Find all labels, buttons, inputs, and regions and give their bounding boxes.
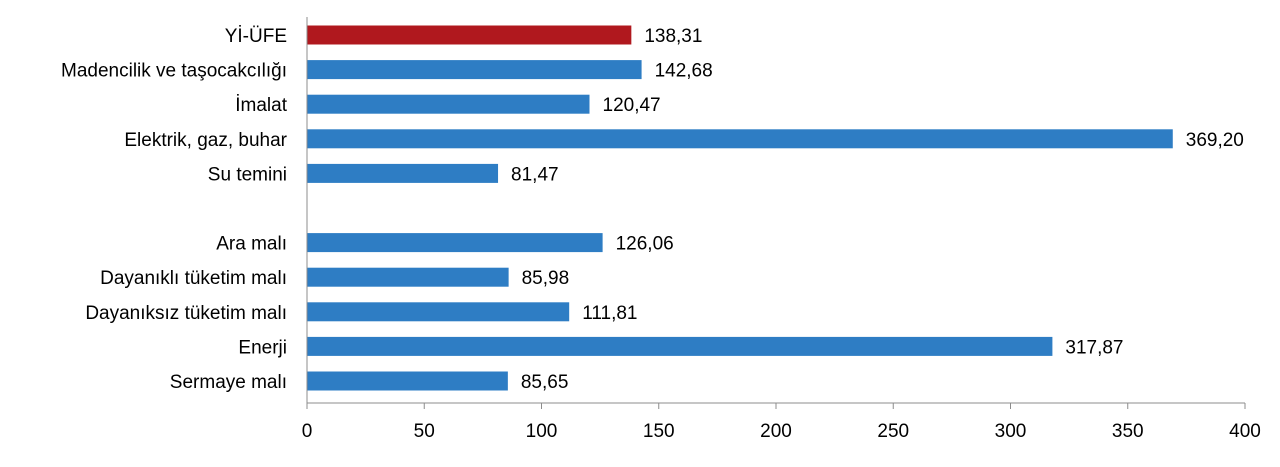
category-label: Yİ-ÜFE [225,26,287,47]
x-tick-label: 50 [414,421,435,442]
category-label: İmalat [235,95,287,116]
data-label: 142,68 [655,61,713,82]
bar [307,94,590,114]
bar [307,129,1173,149]
bar [307,25,632,45]
x-tick-label: 400 [1229,421,1261,442]
data-label: 85,65 [521,372,569,393]
category-label: Enerji [238,337,287,358]
category-label: Dayanıklı tüketim malı [100,268,287,289]
category-label: Sermaye malı [170,372,287,393]
data-label: 138,31 [644,26,702,47]
bars-layer [307,25,1173,391]
labels-layer: Yİ-ÜFE 138,31 Madencilik ve taşocakcılığı 1… [61,26,1244,393]
x-tick-label: 300 [995,421,1027,442]
data-label: 120,47 [603,95,661,116]
x-tick-label: 150 [643,421,675,442]
x-tick-label: 200 [760,421,792,442]
data-label: 317,87 [1065,337,1123,358]
category-label: Madencilik ve taşocakcılığı [61,61,287,82]
bar [307,371,508,391]
category-label: Su temini [208,164,287,185]
bar [307,233,603,253]
category-label: Elektrik, gaz, buhar [124,130,287,151]
data-label: 81,47 [511,164,559,185]
x-tick-label: 250 [877,421,909,442]
category-label: Ara malı [216,234,287,255]
data-label: 85,98 [522,268,570,289]
data-label: 369,20 [1186,130,1244,151]
x-tick-label: 100 [526,421,558,442]
bar [307,336,1053,356]
data-label: 111,81 [582,303,637,324]
data-label: 126,06 [616,234,674,255]
bar [307,60,642,80]
bar [307,267,509,287]
x-tick-label: 350 [1112,421,1144,442]
bar [307,302,570,322]
category-label: Dayanıksız tüketim malı [85,303,287,324]
x-tick-label: 0 [302,421,313,442]
x-axis: 0 50 100 150 200 250 300 350 400 [302,17,1261,442]
bar [307,163,499,183]
